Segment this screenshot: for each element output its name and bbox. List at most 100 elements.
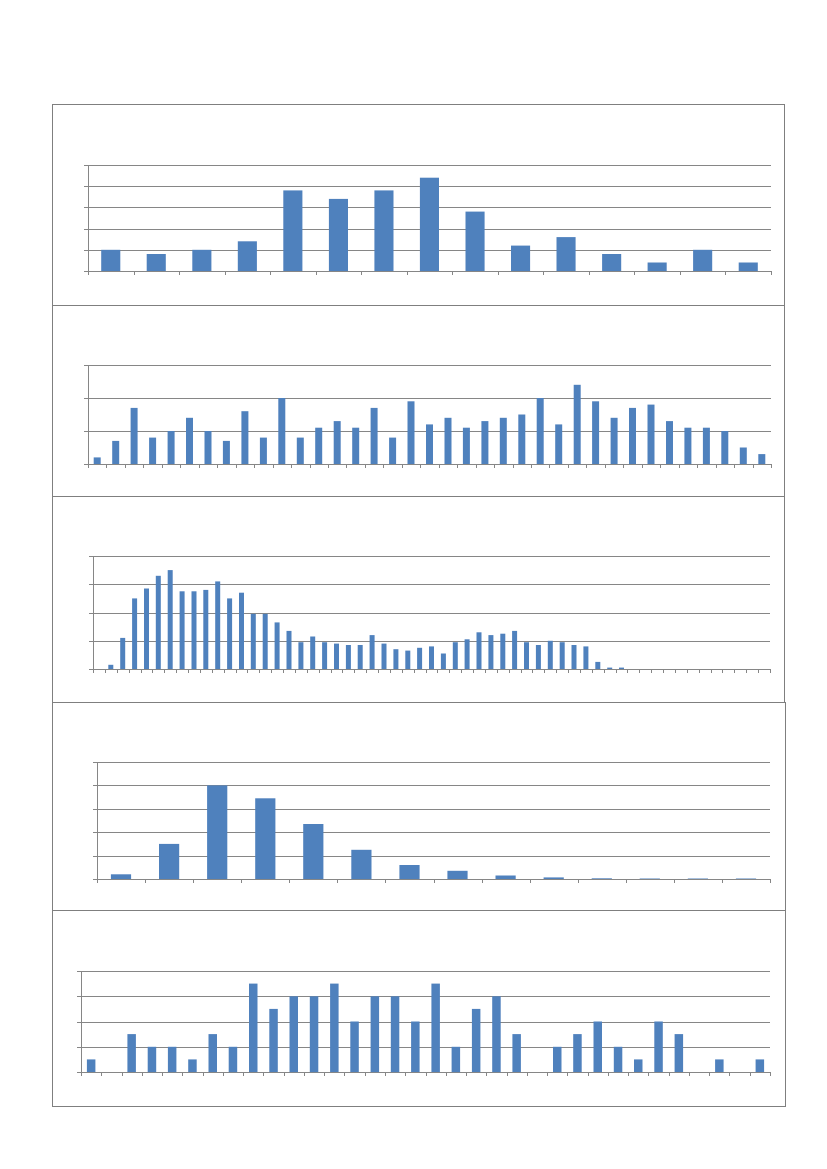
bar <box>112 440 120 464</box>
bar <box>352 427 360 464</box>
bar <box>593 1021 602 1072</box>
bar <box>721 431 729 464</box>
bar <box>447 870 468 879</box>
bar <box>417 647 423 669</box>
bar <box>602 254 622 271</box>
bar <box>132 598 138 669</box>
bar <box>241 411 249 464</box>
bar <box>607 667 613 669</box>
bar <box>208 1034 217 1072</box>
bar <box>426 424 433 464</box>
bar <box>93 457 101 464</box>
bar <box>476 632 482 669</box>
bar <box>155 575 161 669</box>
bar <box>571 645 577 669</box>
bar <box>370 996 380 1073</box>
bar <box>512 630 518 669</box>
bar <box>518 414 526 464</box>
chart-5-plot <box>77 971 771 1076</box>
bar <box>573 384 581 464</box>
bar <box>130 407 138 464</box>
bar <box>167 570 173 669</box>
bar <box>262 613 268 669</box>
bar <box>419 177 439 271</box>
bar <box>512 1034 521 1072</box>
bar <box>149 437 157 464</box>
bar <box>666 421 673 464</box>
bar <box>739 447 747 464</box>
bar <box>283 190 303 271</box>
chart-frame-5 <box>52 910 786 1107</box>
bar <box>399 865 420 879</box>
bar <box>167 431 175 464</box>
chart-4-plot <box>93 762 771 883</box>
bar <box>511 245 531 271</box>
bar <box>452 642 458 669</box>
bar <box>595 661 601 669</box>
bar <box>191 591 197 669</box>
bar <box>462 427 470 464</box>
bar <box>715 1059 724 1072</box>
bar <box>207 785 228 879</box>
bar <box>444 417 452 464</box>
bar <box>465 211 485 271</box>
chart-frame-2 <box>52 305 785 497</box>
bar <box>289 996 298 1073</box>
bar <box>553 1046 562 1073</box>
bar <box>179 591 185 669</box>
bar <box>334 643 339 669</box>
bar <box>259 437 267 464</box>
bar <box>110 874 132 879</box>
bar <box>738 262 758 271</box>
bar <box>499 417 507 464</box>
bar <box>654 1021 663 1072</box>
bar <box>619 667 624 669</box>
bar <box>274 622 280 669</box>
bar <box>481 421 489 464</box>
bar <box>524 642 529 669</box>
bar <box>559 642 565 669</box>
bar <box>278 398 286 464</box>
bar <box>303 824 324 879</box>
bar <box>146 254 166 271</box>
bar <box>298 642 304 669</box>
bar <box>333 421 341 464</box>
bar <box>269 1008 278 1072</box>
bar <box>159 843 180 879</box>
bar <box>86 1059 96 1072</box>
bar <box>407 401 415 464</box>
bar <box>374 190 394 271</box>
bar <box>286 630 292 669</box>
bar <box>440 653 446 669</box>
bar <box>186 417 193 464</box>
bar <box>684 427 692 464</box>
bar <box>592 401 600 464</box>
bar <box>250 613 256 669</box>
bar <box>296 437 304 464</box>
bar <box>369 635 375 669</box>
bar <box>381 643 387 669</box>
bar <box>249 983 258 1072</box>
bar <box>488 635 494 669</box>
bar <box>351 849 372 880</box>
bar <box>255 798 276 879</box>
bar <box>328 198 348 271</box>
chart-frame-1 <box>52 104 785 306</box>
bar <box>390 996 400 1073</box>
bar <box>350 1021 359 1072</box>
bar <box>127 1034 136 1072</box>
bar <box>322 642 328 669</box>
bar <box>330 983 339 1072</box>
bar <box>687 878 708 879</box>
bar <box>222 440 230 464</box>
bar <box>613 1046 623 1073</box>
bar <box>583 646 589 669</box>
bar <box>315 427 323 464</box>
bar <box>674 1034 684 1072</box>
bar <box>411 1021 420 1072</box>
chart-1-plot <box>84 165 772 275</box>
bar <box>735 878 757 879</box>
bar <box>215 581 221 669</box>
bar <box>227 598 233 669</box>
